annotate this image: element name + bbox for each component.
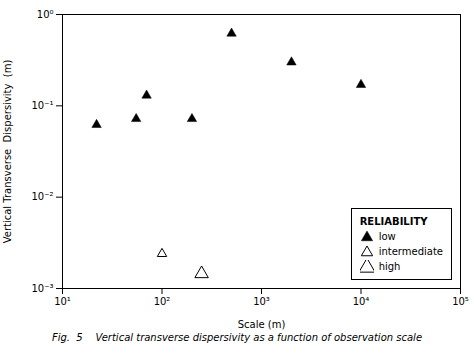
svg-text:10³: 10³ bbox=[253, 296, 270, 307]
html-text:intermediate: intermediate bbox=[378, 246, 443, 257]
svg-text:10⁻²: 10⁻² bbox=[31, 191, 53, 202]
svg-text:10⁻¹: 10⁻¹ bbox=[31, 100, 53, 111]
svg-text:10⁵: 10⁵ bbox=[452, 296, 469, 307]
svg-text:10⁴: 10⁴ bbox=[353, 296, 370, 307]
svg-text:Vertical Transverse Dispersiv: Vertical Transverse Dispersivity (m) bbox=[2, 60, 13, 244]
html-text:Fig. 5 Vertical transverse dis: Fig. 5 Vertical transverse dispersivity … bbox=[51, 332, 423, 343]
svg-text:10²: 10² bbox=[154, 296, 171, 307]
svg-text:Scale (m): Scale (m) bbox=[238, 319, 286, 330]
svg-text:10¹: 10¹ bbox=[54, 296, 71, 307]
html-text:low: low bbox=[378, 231, 396, 242]
svg-text:10⁻³: 10⁻³ bbox=[31, 283, 53, 294]
html-text:RELIABILITY: RELIABILITY bbox=[359, 216, 428, 227]
svg-text:10⁰: 10⁰ bbox=[37, 9, 54, 20]
html-text:high: high bbox=[378, 261, 401, 272]
